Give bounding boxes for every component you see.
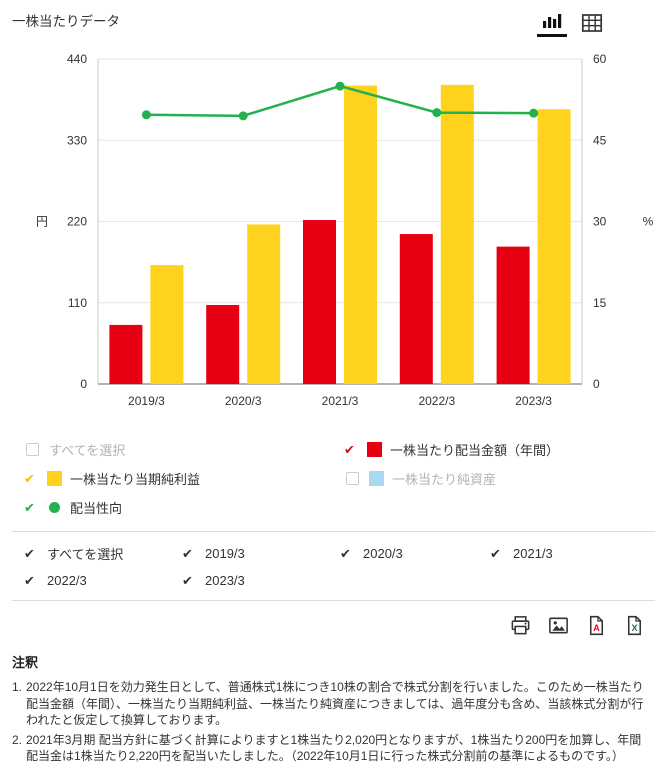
- payout-ratio-marker[interactable]: [141, 110, 151, 120]
- bar-net-income[interactable]: [247, 224, 281, 384]
- right-axis-tick-label: 60: [593, 52, 607, 66]
- left-axis-tick-label: 220: [67, 215, 87, 229]
- panel-header: 一株当たりデータ: [10, 8, 657, 37]
- left-axis-tick-label: 440: [67, 52, 87, 66]
- x-axis-category-label: 2019/3: [128, 394, 165, 408]
- series-swatch: [369, 471, 384, 486]
- checkmark-icon: ✔: [490, 546, 501, 561]
- bar-net-income[interactable]: [537, 109, 571, 385]
- svg-text:A: A: [593, 623, 600, 633]
- bar-dividend[interactable]: [303, 220, 336, 384]
- legend-item-dividend-per-share[interactable]: ✔ 一株当たり配当金額（年間）: [344, 440, 653, 459]
- checkmark-icon: ✔: [340, 546, 351, 561]
- legend-label: 一株当たり配当金額（年間）: [390, 443, 560, 458]
- table-view-button[interactable]: [577, 8, 607, 37]
- pdf-icon: A: [589, 615, 604, 636]
- notes-heading: 注釈: [12, 655, 39, 670]
- checkbox-unchecked-icon: [346, 472, 359, 485]
- series-swatch: [367, 442, 382, 457]
- legend-item-net-assets-per-share[interactable]: 一株当たり純資産: [344, 469, 653, 488]
- note-text: 2022年10月1日を効力発生日として、普通株式1株につき10株の割合で株式分割…: [26, 680, 644, 728]
- legend-item-net-income-per-share[interactable]: ✔ 一株当たり当期純利益: [24, 469, 344, 488]
- legend-item-payout-ratio[interactable]: ✔ 配当性向: [24, 498, 344, 517]
- note-item: 2. 2021年3月期 配当方針に基づく計算によりますと1株当たり2,020円と…: [12, 732, 653, 765]
- download-excel-button[interactable]: X: [622, 613, 647, 638]
- legend-label: 一株当たり当期純利益: [70, 472, 201, 487]
- page-title: 一株当たりデータ: [12, 14, 120, 29]
- checkmark-icon: ✔: [24, 471, 35, 486]
- download-pdf-button[interactable]: A: [584, 613, 609, 638]
- series-legend: すべてを選択 ✔ 一株当たり配当金額（年間） ✔ 一株当たり当期純利益 一株当た…: [24, 440, 653, 517]
- bar-net-income[interactable]: [344, 85, 377, 384]
- bar-dividend[interactable]: [206, 304, 240, 384]
- year-checkbox-2022-3[interactable]: ✔ 2022/3: [24, 573, 87, 588]
- chart-svg: 0 110 220 330 440 0 15 30 45 60 円 % 2019/3 2020/3 2021…: [36, 52, 654, 408]
- year-checkbox-2021-3[interactable]: ✔ 2021/3: [490, 546, 553, 561]
- x-axis-category-label: 2020/3: [225, 394, 262, 408]
- view-toggle: [537, 8, 607, 37]
- series-swatch: [49, 502, 60, 513]
- svg-text:X: X: [631, 623, 637, 633]
- legend-label: 配当性向: [70, 501, 123, 516]
- year-checkbox-select-all[interactable]: ✔ すべてを選択: [24, 546, 124, 562]
- bar-dividend[interactable]: [496, 246, 530, 384]
- note-text: 2021年3月期 配当方針に基づく計算によりますと1株当たり2,020円となりま…: [26, 732, 642, 764]
- notes-section: 注釈 1. 2022年10月1日を効力発生日として、普通株式1株につき10株の割…: [12, 652, 653, 765]
- left-axis-unit-label: 円: [36, 215, 48, 229]
- year-filter: ✔ すべてを選択 ✔ 2019/3 ✔ 2020/3 ✔ 2021/3 ✔ 20…: [24, 544, 653, 588]
- chart-view-button[interactable]: [537, 8, 567, 37]
- checkmark-icon: ✔: [344, 442, 355, 457]
- payout-ratio-marker[interactable]: [238, 111, 248, 121]
- checkmark-icon: ✔: [24, 573, 35, 588]
- legend-label: 一株当たり純資産: [392, 472, 497, 487]
- image-icon: [549, 617, 568, 634]
- checkmark-icon: ✔: [24, 546, 35, 561]
- payout-ratio-marker[interactable]: [432, 108, 442, 118]
- divider: [12, 531, 655, 532]
- checkmark-icon: ✔: [182, 546, 193, 561]
- bar-dividend[interactable]: [399, 234, 433, 384]
- note-number: 1.: [12, 680, 23, 694]
- bar-net-income[interactable]: [440, 84, 474, 385]
- bar-chart-icon: [543, 14, 562, 28]
- year-checkbox-2019-3[interactable]: ✔ 2019/3: [182, 546, 245, 561]
- x-axis-category-label: 2023/3: [515, 394, 552, 408]
- series-swatch: [47, 471, 62, 486]
- right-axis-tick-label: 15: [593, 296, 607, 310]
- left-axis-tick-label: 0: [80, 377, 87, 391]
- bar-dividend[interactable]: [109, 324, 143, 384]
- payout-ratio-marker[interactable]: [335, 81, 345, 91]
- checkbox-unchecked-icon: [26, 443, 39, 456]
- chart: 0 110 220 330 440 0 15 30 45 60 円% 2019/3 2020/3 2021…: [10, 47, 657, 424]
- print-button[interactable]: [508, 613, 533, 638]
- note-item: 1. 2022年10月1日を効力発生日として、普通株式1株につき10株の割合で株…: [12, 679, 653, 729]
- payout-ratio-marker[interactable]: [529, 108, 539, 118]
- right-axis-tick-label: 0: [593, 377, 600, 391]
- x-axis-category-label: 2021/3: [322, 394, 359, 408]
- divider: [12, 600, 655, 601]
- table-icon: [581, 13, 603, 32]
- right-axis-tick-label: 30: [593, 215, 607, 229]
- year-checkbox-2023-3[interactable]: ✔ 2023/3: [182, 573, 245, 588]
- right-axis-unit-label: %: [643, 215, 654, 229]
- printer-icon: [511, 616, 530, 635]
- left-axis-tick-label: 110: [68, 296, 87, 310]
- left-axis-tick-label: 330: [67, 133, 87, 147]
- excel-icon: X: [627, 615, 642, 636]
- legend-label: すべてを選択: [49, 443, 126, 458]
- export-toolbar: A X: [20, 613, 647, 638]
- bar-net-income[interactable]: [150, 265, 184, 384]
- checkmark-icon: ✔: [182, 573, 193, 588]
- right-axis-tick-label: 45: [593, 133, 607, 147]
- x-axis-category-label: 2022/3: [418, 394, 455, 408]
- year-checkbox-2020-3[interactable]: ✔ 2020/3: [340, 546, 403, 561]
- note-number: 2.: [12, 732, 23, 747]
- legend-item-select-all[interactable]: すべてを選択: [24, 440, 344, 459]
- save-image-button[interactable]: [546, 613, 571, 638]
- checkmark-icon: ✔: [24, 500, 35, 515]
